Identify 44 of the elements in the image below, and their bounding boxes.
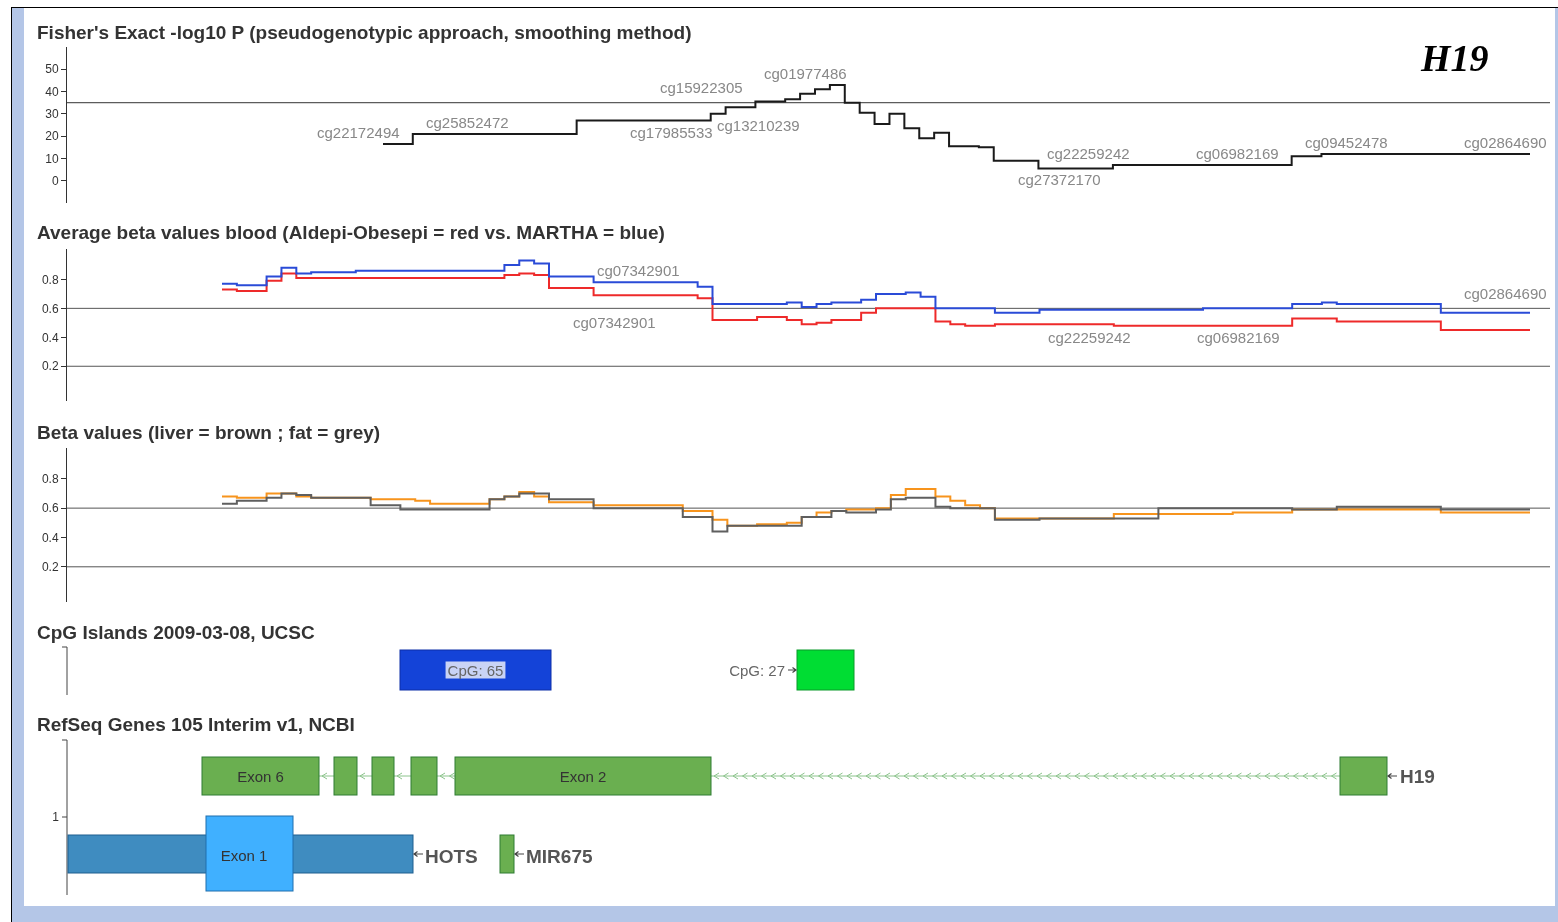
y-tick-label: 0.2 — [41, 359, 59, 374]
data-label: cg22172494 — [317, 124, 400, 141]
chart-title: Average beta values blood (Aldepi-Obesepi = red vs. MARTHA = blue) — [37, 221, 665, 243]
text: MIR675 — [526, 845, 593, 867]
data-label: cg07342901 — [597, 262, 680, 279]
y-tick-label: 0.4 — [41, 330, 59, 345]
text: RefSeq Genes 105 Interim v1, NCBI — [37, 713, 355, 735]
y-tick-label: 50 — [45, 62, 59, 77]
text: HOTS — [425, 845, 478, 867]
text: CpG Islands 2009-03-08, UCSC — [37, 621, 315, 643]
data-label: cg13210239 — [717, 117, 800, 134]
y-tick-label: 0.6 — [41, 501, 59, 516]
data-label: cg06982169 — [1196, 145, 1279, 162]
y-tick-label: 0.6 — [41, 301, 59, 316]
data-label: cg07342901 — [573, 314, 656, 331]
data-label: cg02864690 — [1464, 285, 1547, 302]
data-label: cg27372170 — [1018, 171, 1101, 188]
text: Exon 2 — [559, 767, 607, 785]
chart-title: Fisher's Exact -log10 P (pseudogenotypic approach, smoothing method) — [37, 21, 692, 43]
y-tick-label: 30 — [45, 107, 59, 122]
y-tick-label: 0.8 — [41, 272, 59, 287]
y-tick-label: 0.2 — [41, 560, 59, 574]
y-tick-label: 0.8 — [41, 472, 59, 486]
text: 1 — [52, 810, 60, 824]
y-tick-label: 40 — [45, 84, 59, 99]
y-tick-label: 0.4 — [41, 530, 59, 545]
text: Exon 6 — [237, 767, 284, 785]
text: H19 — [1400, 765, 1435, 787]
y-tick-label: 0 — [51, 173, 59, 188]
data-label: cg06982169 — [1197, 329, 1280, 346]
data-label: cg25852472 — [426, 114, 509, 131]
annotation: H19 — [1420, 37, 1489, 79]
data-label: cg02864690 — [1464, 134, 1547, 151]
data-label: cg15922305 — [660, 79, 743, 96]
data-label: cg22259242 — [1047, 145, 1130, 162]
data-label: cg22259242 — [1048, 329, 1131, 346]
data-label: cg01977486 — [764, 65, 847, 82]
data-label: cg09452478 — [1305, 134, 1388, 151]
y-tick-label: 20 — [45, 129, 59, 144]
text: Exon 1 — [220, 846, 268, 864]
y-tick-label: 10 — [45, 151, 59, 166]
chart-title: Beta values (liver = brown ; fat = grey) — [37, 421, 381, 443]
text: CpG: 27 — [729, 661, 785, 679]
data-label: cg17985533 — [630, 124, 713, 141]
